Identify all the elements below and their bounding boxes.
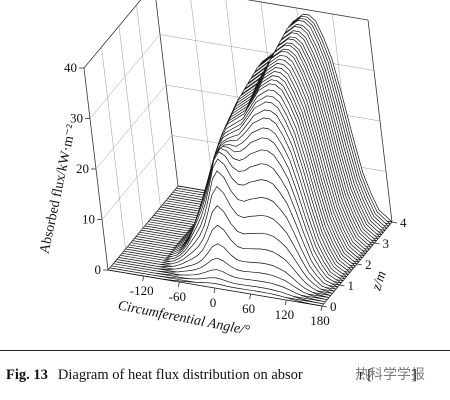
wall-top-left bbox=[83, 0, 142, 69]
figure-caption: Fig. 13 Diagram of heat flux distribution… bbox=[6, 367, 450, 384]
tick-label-angle: 60 bbox=[242, 301, 255, 316]
caption-text: Diagram of heat flux distribution on abs… bbox=[57, 367, 303, 383]
tick-label-z: 3 bbox=[383, 236, 390, 251]
tick-label-flux: 0 bbox=[95, 262, 102, 277]
tick-label-angle: 180 bbox=[310, 313, 330, 328]
x-axis-label: Circumferential Angle/° bbox=[117, 298, 252, 338]
tick-mark-angle bbox=[284, 299, 287, 306]
tick-label-z: 4 bbox=[400, 215, 407, 230]
tick-mark-z bbox=[356, 263, 363, 266]
tick-label-angle: 0 bbox=[210, 295, 217, 310]
tick-mark-angle bbox=[249, 293, 252, 300]
tick-label-flux: 20 bbox=[76, 161, 89, 176]
tick-label-angle: -60 bbox=[169, 289, 186, 304]
surface-mesh bbox=[107, 13, 393, 307]
tick-mark-z bbox=[391, 221, 398, 224]
tick-mark-z bbox=[321, 305, 328, 308]
tick-label-angle: -120 bbox=[130, 283, 154, 298]
tick-mark-angle bbox=[320, 305, 323, 312]
tick-mark-z bbox=[339, 284, 345, 287]
tick-label-flux: 30 bbox=[70, 111, 83, 126]
caption-end: ] bbox=[412, 367, 417, 383]
tick-label-z: 1 bbox=[348, 278, 355, 293]
z-axis-label: Absorbed flux/kW·m⁻² bbox=[38, 123, 80, 255]
tick-mark-angle bbox=[142, 275, 145, 282]
tick-label-angle: 120 bbox=[275, 307, 295, 322]
y-axis-label: z/m bbox=[369, 269, 390, 293]
grid-line-z-1 bbox=[101, 46, 126, 250]
grid-line-z-2 bbox=[118, 25, 144, 229]
grid-line-angle--120 bbox=[190, 0, 214, 193]
surface-profile-line bbox=[109, 267, 325, 305]
wall-back-vertical bbox=[155, 0, 179, 187]
grid-line-z-3 bbox=[136, 4, 161, 208]
caption-rule bbox=[0, 350, 450, 351]
tick-mark-angle bbox=[213, 287, 216, 294]
caption-text-tail: r [ bbox=[358, 367, 373, 383]
tick-label-flux: 40 bbox=[64, 60, 77, 75]
tick-mark-angle bbox=[177, 281, 180, 288]
figure-label: Fig. 13 bbox=[6, 367, 48, 383]
tick-label-z: 2 bbox=[365, 257, 372, 272]
tick-mark-z bbox=[374, 242, 380, 245]
watermark-logo: 热科学学报 bbox=[355, 367, 425, 383]
tick-label-z: 0 bbox=[330, 299, 337, 314]
tick-label-flux: 10 bbox=[82, 212, 95, 227]
